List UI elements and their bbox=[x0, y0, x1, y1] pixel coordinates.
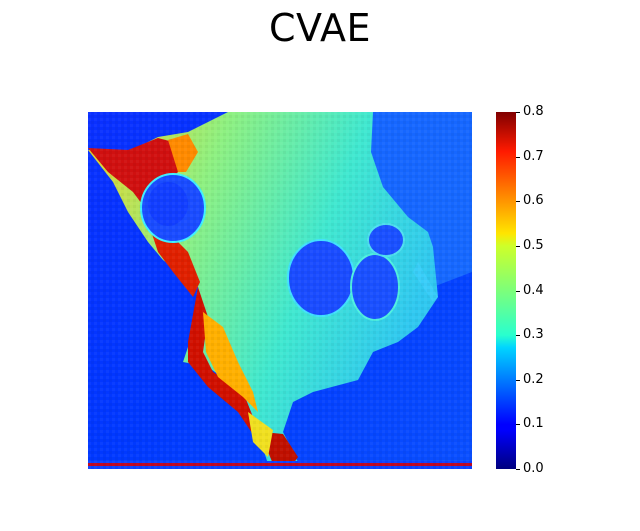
heatmap-image bbox=[88, 112, 472, 469]
colorbar-tick-mark bbox=[516, 424, 520, 425]
colorbar-tick-label: 0.8 bbox=[523, 104, 544, 119]
colorbar-tick-label: 0.6 bbox=[523, 193, 544, 208]
colorbar-tick-mark bbox=[516, 201, 520, 202]
figure-title: CVAE bbox=[268, 6, 372, 50]
colorbar-tick-label: 0.7 bbox=[523, 149, 544, 164]
colorbar-tick-mark bbox=[516, 291, 520, 292]
colorbar bbox=[496, 112, 516, 469]
colorbar-tick-label: 0.0 bbox=[523, 461, 544, 476]
colorbar-tick-mark bbox=[516, 469, 520, 470]
colorbar-tick-mark bbox=[516, 380, 520, 381]
colorbar-tick-mark bbox=[516, 157, 520, 158]
colorbar-tick-mark bbox=[516, 112, 520, 113]
colorbar-tick-label: 0.5 bbox=[523, 238, 544, 253]
colorbar-tick-label: 0.3 bbox=[523, 327, 544, 342]
colorbar-tick-label: 0.2 bbox=[523, 372, 544, 387]
colorbar-tick-label: 0.4 bbox=[523, 283, 544, 298]
colorbar-tick-mark bbox=[516, 335, 520, 336]
colorbar-tick-mark bbox=[516, 246, 520, 247]
colorbar-tick-label: 0.1 bbox=[523, 416, 544, 431]
